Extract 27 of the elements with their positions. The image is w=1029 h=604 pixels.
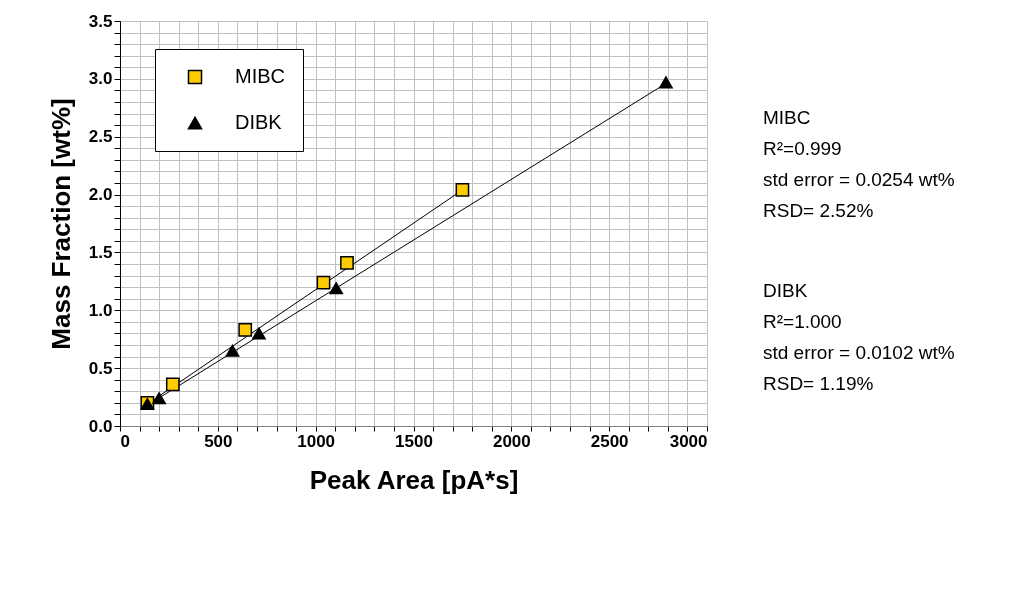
legend-label: MIBC	[235, 65, 285, 87]
y-tick-label: 3.0	[88, 69, 113, 89]
x-tick-label: 0	[120, 431, 130, 451]
y-tick-label: 2.0	[88, 185, 113, 205]
text: RSD= 1.19%	[763, 373, 874, 394]
y-tick-label: 0.0	[88, 416, 113, 436]
x-tick-label: 1500	[395, 431, 433, 451]
x-tick-label: 500	[204, 431, 233, 451]
y-tick-label: 0.5	[88, 358, 113, 378]
y-tick-label: 3.5	[88, 11, 113, 31]
legend-label: DIBK	[235, 111, 283, 133]
y-tick-label: 1.5	[88, 242, 113, 262]
x-tick-label: 2000	[492, 431, 531, 451]
text: MIBC	[763, 107, 811, 128]
x-tick-label: 3000	[669, 431, 708, 451]
text: RSD= 2.52%	[763, 200, 874, 221]
text: DIBK	[763, 280, 808, 301]
y-tick-label: 2.5	[88, 127, 113, 147]
text: std error = 0.0102 wt%	[763, 342, 955, 363]
y-axis-title: Mass Fraction [wt%]	[45, 98, 76, 350]
x-axis-title: Peak Area [pA*s]	[309, 464, 519, 495]
x-tick-label: 1000	[297, 431, 336, 451]
text: std error = 0.0254 wt%	[763, 169, 955, 190]
x-tick-label: 2500	[590, 431, 629, 451]
text: R²=0.999	[763, 138, 842, 159]
text: R²=1.000	[763, 311, 842, 332]
y-tick-label: 1.0	[88, 300, 113, 320]
